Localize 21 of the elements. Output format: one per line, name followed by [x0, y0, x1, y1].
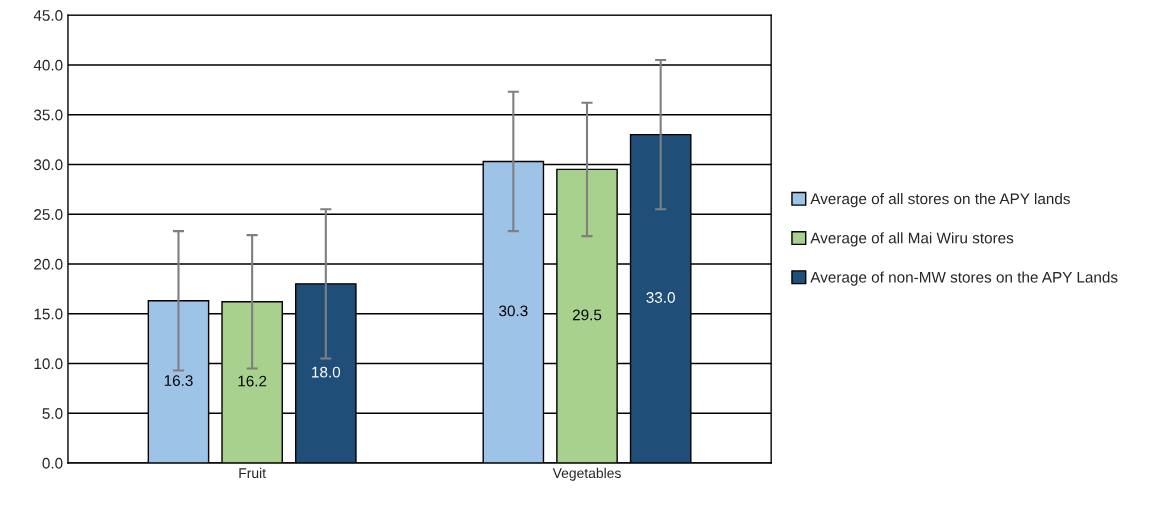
data-label: 18.0	[312, 366, 341, 378]
y-tick-label: 5.0	[42, 408, 63, 419]
y-tick-label: 15.0	[34, 308, 63, 320]
legend-label: Average of all Mai Wiru stores	[810, 232, 1014, 247]
y-tick-label: 0.0	[42, 457, 63, 469]
data-label: 16.3	[164, 375, 193, 386]
y-tick-label: 40.0	[33, 59, 63, 71]
data-label: 33.0	[646, 292, 675, 303]
legend-label: Average of non-MW stores on the APY Lands	[810, 271, 1118, 286]
y-tick-label: 45.0	[33, 10, 63, 21]
y-tick-label: 25.0	[34, 209, 63, 220]
y-tick-label: 30.0	[33, 159, 63, 171]
data-label: 30.3	[499, 305, 528, 317]
legend-label: Average of all stores on the APY lands	[810, 193, 1070, 208]
x-tick-label: Fruit	[239, 467, 266, 479]
x-tick-label: Vegetables	[552, 467, 621, 481]
y-tick-label: 10.0	[34, 358, 63, 370]
y-tick-label: 35.0	[33, 109, 63, 121]
data-label: 29.5	[572, 309, 602, 321]
y-tick-label: 20.0	[34, 258, 63, 270]
data-label: 16.2	[238, 375, 267, 387]
